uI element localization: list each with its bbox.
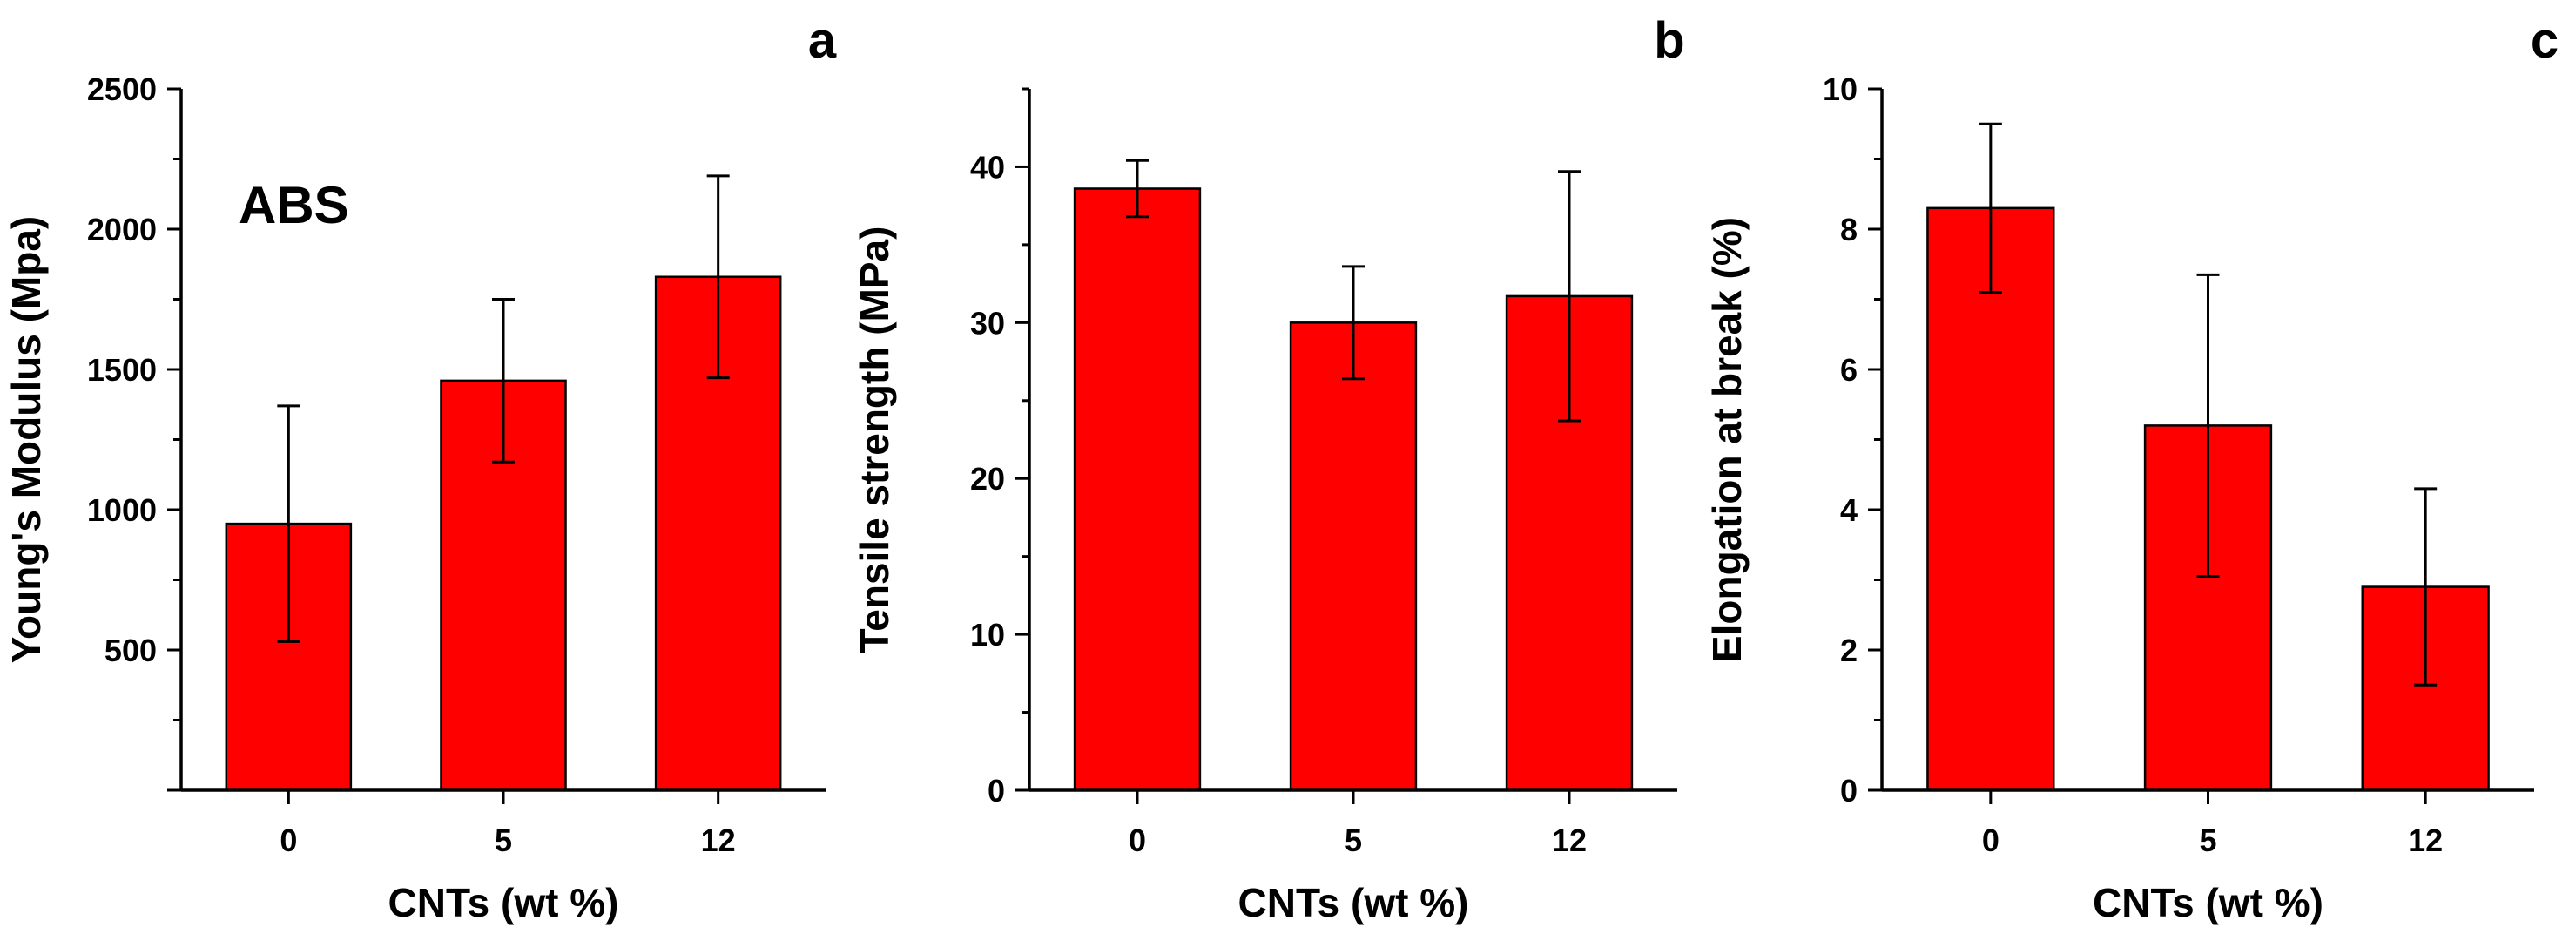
y-tick-label: 20 bbox=[970, 461, 1005, 497]
chart-panel-b: 0 5 12 0 10 20 30 40 CNTs (wt %) Tensile strength… bbox=[852, 12, 1685, 925]
x-axis-title: CNTs (wt %) bbox=[388, 880, 619, 925]
error-bar-0 bbox=[1126, 159, 1149, 219]
x-tick-label: 0 bbox=[1982, 822, 1999, 858]
y-tick-label: 500 bbox=[105, 633, 157, 668]
x-tick-label: 5 bbox=[2199, 822, 2216, 858]
x-tick-label: 12 bbox=[1552, 822, 1587, 858]
x-tick-label: 5 bbox=[1345, 822, 1362, 858]
panel-letter: a bbox=[808, 12, 837, 69]
y-tick-label: 8 bbox=[1840, 212, 1858, 247]
y-tick-label: 1500 bbox=[87, 352, 157, 388]
y-tick-label: 6 bbox=[1840, 352, 1858, 388]
x-tick-label: 5 bbox=[495, 822, 512, 858]
annotation-label: ABS bbox=[239, 176, 349, 234]
x-axis-title: CNTs (wt %) bbox=[1238, 880, 1469, 925]
error-bar-5 bbox=[1342, 265, 1365, 381]
y-tick-label: 0 bbox=[1840, 773, 1858, 809]
error-bar-5 bbox=[2196, 273, 2220, 578]
bar-0 bbox=[1073, 187, 1202, 792]
x-tick-label: 12 bbox=[701, 822, 736, 858]
error-bar-12 bbox=[706, 174, 730, 380]
error-bar-5 bbox=[492, 298, 515, 464]
error-bar-12 bbox=[2414, 487, 2438, 687]
x-tick-label: 0 bbox=[280, 822, 297, 858]
y-tick-label: 10 bbox=[970, 617, 1005, 653]
y-axis-title: Tensile strength (MPa) bbox=[852, 227, 897, 653]
y-axis-title: Elongation at break (%) bbox=[1704, 217, 1750, 662]
x-axis-title: CNTs (wt %) bbox=[2093, 880, 2323, 925]
y-tick-label: 0 bbox=[988, 773, 1005, 809]
error-bar-12 bbox=[1558, 170, 1581, 423]
y-tick-label: 2 bbox=[1840, 633, 1858, 668]
x-tick-label: 12 bbox=[2408, 822, 2443, 858]
bar-0 bbox=[1926, 206, 2055, 792]
y-tick-label: 2500 bbox=[87, 71, 157, 107]
error-bar-0 bbox=[1979, 122, 2002, 294]
y-tick-label: 1000 bbox=[87, 492, 157, 528]
panel-letter: c bbox=[2531, 12, 2559, 69]
panel-letter: b bbox=[1654, 12, 1684, 69]
y-tick-label: 40 bbox=[970, 149, 1005, 185]
chart-panel-a: 0 5 12 500 1000 1500 2000 2500 CNTs (wt %) Young'… bbox=[3, 12, 837, 925]
x-tick-label: 0 bbox=[1129, 822, 1146, 858]
y-tick-label: 4 bbox=[1840, 492, 1858, 528]
error-bar-0 bbox=[277, 404, 300, 643]
y-axis-title: Young's Modulus (Mpa) bbox=[3, 216, 49, 663]
y-tick-label: 10 bbox=[1823, 71, 1858, 107]
bar-5 bbox=[1289, 321, 1418, 792]
y-tick-label: 2000 bbox=[87, 212, 157, 247]
y-tick-label: 30 bbox=[970, 305, 1005, 341]
chart-panel-c: 0 5 12 0 2 4 6 8 10 CNTs (wt %) Elongation at brea… bbox=[1704, 12, 2559, 925]
